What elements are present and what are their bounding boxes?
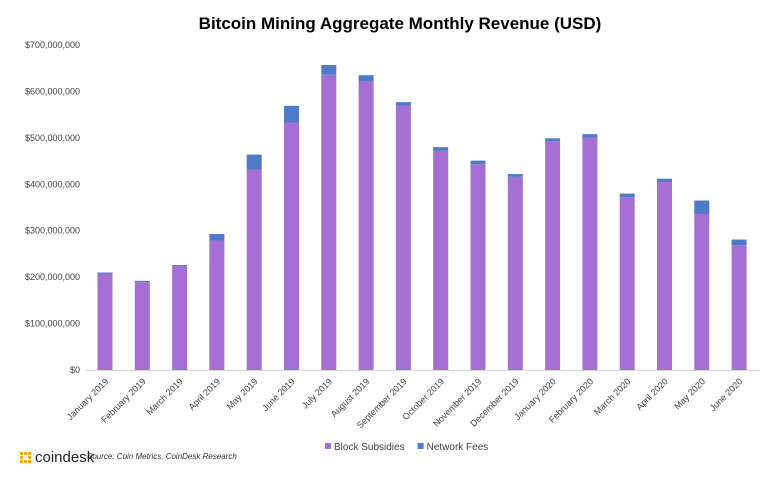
bar-network-fees	[172, 265, 188, 267]
bar-block-subsidies	[507, 176, 523, 370]
bar-block-subsidies	[321, 74, 337, 370]
logo-dot	[20, 452, 23, 455]
logo-dot	[28, 452, 31, 455]
y-tick-label: $400,000,000	[25, 179, 80, 189]
x-tick-label: July 2019	[300, 376, 334, 410]
bar-block-subsidies	[470, 164, 486, 370]
y-tick-label: $300,000,000	[25, 226, 80, 236]
bar-block-subsidies	[433, 150, 449, 370]
bar-block-subsidies	[545, 141, 561, 370]
x-tick-label: May 2019	[225, 376, 260, 411]
bar-block-subsidies	[619, 197, 635, 370]
bar-network-fees	[358, 75, 374, 82]
bar-block-subsidies	[694, 214, 710, 370]
source-note: Source: Coin Metrics, CoinDesk Research	[87, 452, 237, 461]
logo-dot	[20, 456, 23, 459]
legend-swatch	[325, 443, 331, 449]
bar-network-fees	[395, 102, 411, 106]
y-tick-label: $0	[70, 365, 80, 375]
bar-network-fees	[209, 233, 225, 241]
bar-network-fees	[433, 147, 449, 151]
x-tick-label: March 2020	[592, 376, 633, 417]
y-tick-label: $700,000,000	[25, 40, 80, 50]
bar-block-subsidies	[172, 266, 188, 370]
bar-network-fees	[694, 200, 710, 214]
bar-network-fees	[582, 134, 598, 138]
bar-network-fees	[657, 178, 672, 182]
bar-network-fees	[97, 272, 113, 274]
bar-block-subsidies	[284, 122, 299, 371]
x-tick-label: April 2019	[187, 376, 223, 412]
bar-block-subsidies	[395, 105, 411, 371]
x-tick-label: June 2019	[260, 376, 297, 413]
bar-network-fees	[619, 193, 635, 198]
y-tick-label: $100,000,000	[25, 319, 80, 329]
logo-dot	[24, 460, 27, 463]
bar-network-fees	[246, 154, 262, 170]
y-tick-label: $600,000,000	[25, 86, 80, 96]
logo-dot	[24, 452, 27, 455]
coindesk-logo: coindesk	[20, 449, 95, 466]
y-tick-label: $500,000,000	[25, 133, 80, 143]
x-tick-label: March 2019	[144, 376, 185, 417]
bar-network-fees	[284, 105, 299, 123]
bar-block-subsidies	[731, 245, 747, 370]
legend-swatch	[417, 443, 424, 449]
bar-network-fees	[134, 280, 150, 283]
bar-network-fees	[321, 64, 337, 75]
bar-block-subsidies	[97, 273, 113, 370]
logo-dot	[28, 460, 31, 463]
x-tick-label: April 2020	[634, 376, 670, 412]
logo-dot	[20, 460, 23, 463]
x-tick-label: June 2020	[708, 376, 745, 413]
logo-dot	[28, 456, 31, 459]
bar-block-subsidies	[246, 169, 262, 370]
bar-network-fees	[507, 174, 523, 177]
bar-network-fees	[470, 160, 486, 165]
bar-block-subsidies	[209, 240, 225, 370]
chart-title: Bitcoin Mining Aggregate Monthly Revenue…	[199, 14, 602, 33]
bar-block-subsidies	[358, 81, 374, 370]
bar-network-fees	[545, 138, 561, 142]
logo-text: coindesk	[35, 449, 95, 466]
legend-label: Block Subsidies	[334, 442, 405, 453]
bar-block-subsidies	[657, 181, 672, 370]
bar-network-fees	[731, 239, 747, 246]
legend-label: Network Fees	[427, 442, 489, 453]
bar-block-subsidies	[134, 282, 150, 370]
y-tick-label: $200,000,000	[25, 272, 80, 282]
coindesk-logo-icon	[20, 452, 31, 463]
bar-block-subsidies	[582, 137, 598, 370]
x-tick-label: May 2020	[672, 376, 707, 411]
